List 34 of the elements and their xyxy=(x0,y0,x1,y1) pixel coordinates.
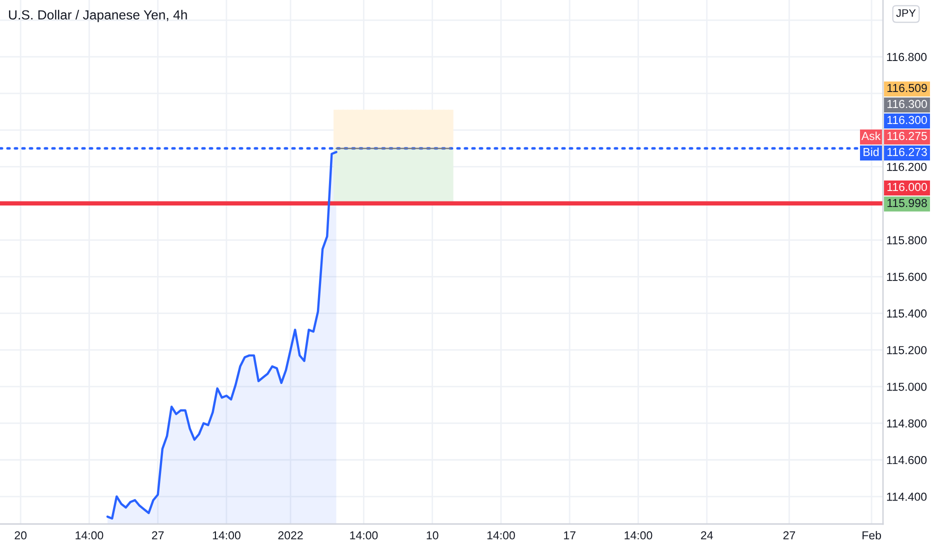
y-tick-label: 115.400 xyxy=(887,309,927,318)
annotation: Bid xyxy=(864,148,879,156)
text: 115.998 xyxy=(887,198,927,208)
x-tick-label: 27 xyxy=(152,531,164,540)
text: U.S. Dollar / Japanese Yen, 4h xyxy=(9,10,187,22)
x-tick-label: 14:00 xyxy=(487,531,515,540)
ref-line-label: 116.000 xyxy=(887,182,927,192)
text: 116.509 xyxy=(887,84,927,92)
text: 116.300 xyxy=(887,100,927,108)
y-tick-label: 114.400 xyxy=(887,492,927,501)
y-tick-label: 115.600 xyxy=(887,272,927,281)
ref-line-label: 116.300 xyxy=(887,116,927,124)
text: 116.275 xyxy=(887,132,927,140)
x-tick-label: 14:00 xyxy=(624,531,652,540)
y-tick-label: 115.800 xyxy=(887,236,927,244)
x-tick-label: 17 xyxy=(564,531,576,540)
x-tick-label: 14:00 xyxy=(350,531,378,540)
text: 116.273 xyxy=(887,148,927,156)
x-tick-label: 10 xyxy=(426,531,438,540)
y-tick-label: 114.800 xyxy=(887,419,927,428)
y-tick-label: 116.200 xyxy=(887,162,927,172)
x-tick-label: 24 xyxy=(701,531,713,540)
annotation: Ask xyxy=(861,132,881,140)
x-tick-label: 27 xyxy=(783,531,796,540)
y-tick-label: 115.200 xyxy=(887,346,927,354)
x-tick-label: 14:00 xyxy=(76,531,104,540)
y-tick-label: 116.800 xyxy=(887,52,927,62)
text: JPY xyxy=(896,9,916,17)
x-tick-label: Feb xyxy=(862,530,882,540)
x-tick-label: 14:00 xyxy=(212,531,240,540)
y-tick-label: 115.000 xyxy=(887,382,927,391)
x-tick-label: 2022 xyxy=(278,531,303,540)
y-tick-label: 114.600 xyxy=(887,456,927,464)
x-tick-label: 20 xyxy=(14,531,27,540)
